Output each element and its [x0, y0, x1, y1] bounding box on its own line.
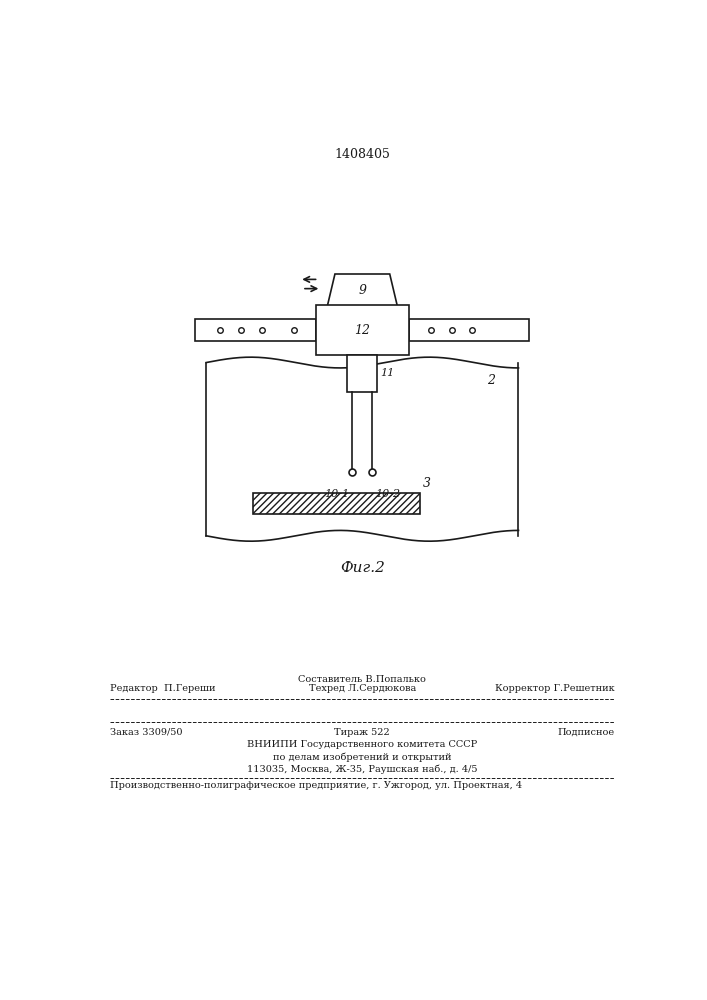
Text: 9: 9 — [358, 284, 366, 297]
Text: Фиг.2: Фиг.2 — [340, 561, 385, 575]
Bar — [195, 319, 316, 341]
Polygon shape — [327, 274, 398, 309]
Polygon shape — [206, 357, 518, 541]
Bar — [409, 319, 530, 341]
Bar — [347, 355, 378, 392]
Text: 10-2: 10-2 — [375, 489, 400, 499]
Text: Подписное: Подписное — [557, 728, 614, 737]
Text: Заказ 3309/50: Заказ 3309/50 — [110, 728, 183, 737]
Text: 1408405: 1408405 — [334, 148, 390, 161]
Text: Редактор  П.Гереши: Редактор П.Гереши — [110, 684, 216, 693]
Text: Техред Л.Сердюкова: Техред Л.Сердюкова — [309, 684, 416, 693]
Text: 2: 2 — [487, 374, 495, 387]
Text: 3: 3 — [423, 477, 431, 490]
Text: по делам изобретений и открытий: по делам изобретений и открытий — [273, 752, 452, 762]
Text: 11: 11 — [380, 368, 395, 378]
Bar — [316, 305, 409, 355]
Bar — [253, 493, 420, 514]
Text: ВНИИПИ Государственного комитета СССР: ВНИИПИ Государственного комитета СССР — [247, 740, 477, 749]
Text: 10-1: 10-1 — [325, 489, 350, 499]
Text: Тираж 522: Тираж 522 — [334, 728, 390, 737]
Text: 113035, Москва, Ж-35, Раушская наб., д. 4/5: 113035, Москва, Ж-35, Раушская наб., д. … — [247, 764, 478, 774]
Text: Производственно-полиграфическое предприятие, г. Ужгород, ул. Проектная, 4: Производственно-полиграфическое предприя… — [110, 781, 522, 790]
Text: Корректор Г.Решетник: Корректор Г.Решетник — [495, 684, 614, 693]
Text: 12: 12 — [354, 324, 370, 337]
Text: Составитель В.Попалько: Составитель В.Попалько — [298, 675, 426, 684]
